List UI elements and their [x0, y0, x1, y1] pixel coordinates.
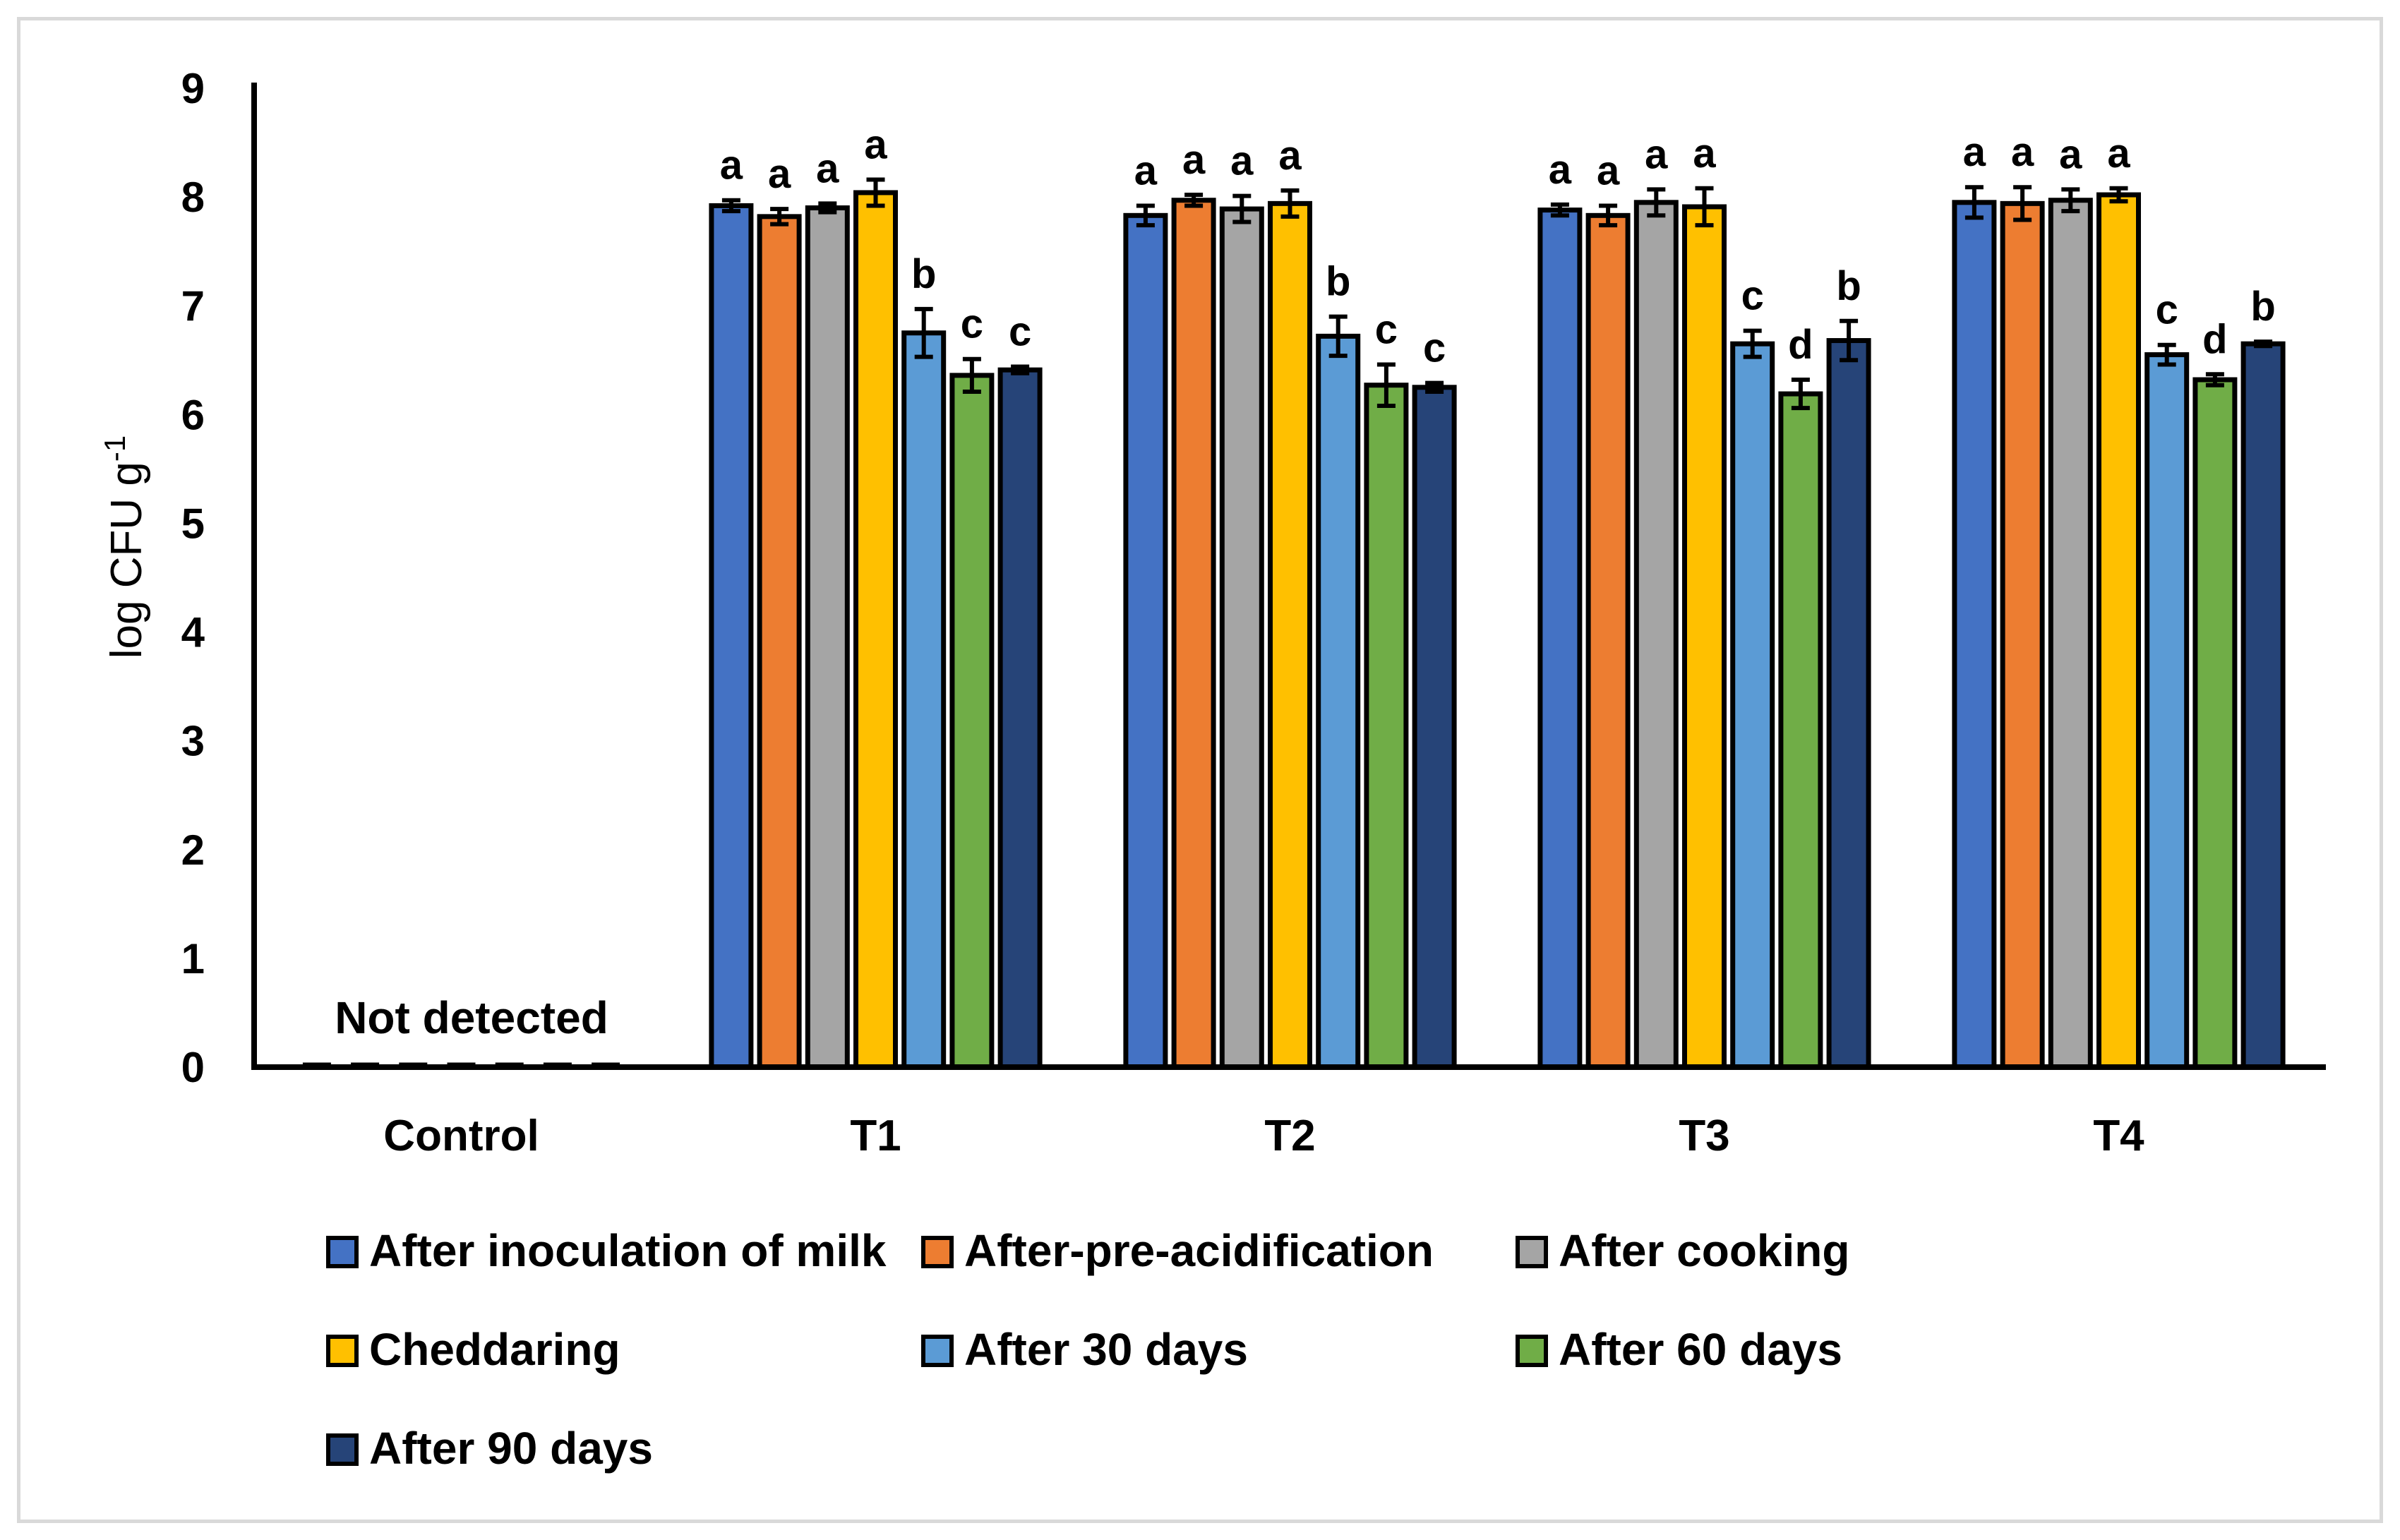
y-tick-label: 2: [181, 826, 205, 874]
legend-swatch: [1516, 1335, 1548, 1367]
significance-letter: d: [1788, 322, 1813, 368]
significance-letter: a: [2107, 131, 2130, 176]
bar: [1585, 212, 1631, 1070]
significance-letter: a: [1134, 148, 1158, 193]
y-tick-label: 3: [181, 718, 205, 765]
not-detected-annotation: Not detected: [335, 992, 608, 1043]
significance-letter: a: [1645, 131, 1668, 177]
bar: [805, 205, 850, 1070]
legend-label: Cheddaring: [369, 1324, 620, 1375]
bar: [1364, 383, 1409, 1070]
bar: [2144, 352, 2190, 1070]
legend-swatch: [326, 1335, 359, 1367]
significance-letter: b: [1326, 259, 1350, 305]
significance-letter: b: [911, 251, 936, 297]
y-tick-label: 4: [181, 609, 205, 656]
bar: [2096, 192, 2141, 1070]
bar: [901, 330, 947, 1070]
axes: [251, 83, 2326, 1070]
bar: [757, 214, 802, 1070]
significance-letter: c: [961, 301, 983, 347]
y-axis-label: log CFU g-1: [98, 435, 152, 658]
bar: [1123, 212, 1168, 1070]
bar: [853, 190, 898, 1070]
legend-label: After 90 days: [369, 1423, 653, 1474]
significance-letter: a: [1963, 129, 1986, 175]
bar: [1316, 333, 1361, 1070]
legend-swatch: [921, 1335, 954, 1367]
significance-letter: b: [1836, 263, 1861, 309]
y-tick-label: 6: [181, 391, 205, 438]
significance-letter: a: [816, 145, 839, 191]
bar: [2192, 377, 2238, 1070]
significance-letter: c: [1741, 273, 1764, 319]
bar: [2000, 200, 2045, 1070]
significance-letter: c: [1423, 325, 1446, 371]
legend-label: After 30 days: [964, 1324, 1248, 1375]
significance-letter: c: [2156, 287, 2178, 333]
significance-letter: a: [1693, 131, 1716, 176]
x-category-label: T4: [2093, 1112, 2144, 1160]
significance-letter: c: [1375, 306, 1398, 352]
significance-letter: c: [1009, 309, 1031, 355]
bar: [709, 203, 754, 1070]
legend-swatch: [1516, 1236, 1548, 1268]
y-tick-label: 1: [181, 935, 205, 982]
significance-letter: a: [720, 143, 743, 188]
significance-letter: a: [2011, 129, 2034, 175]
y-tick-label: 7: [181, 282, 205, 330]
x-axis-categories: Control T1 T2 T3 T4: [383, 1112, 2144, 1160]
y-axis-ticks: 0 1 2 3 4 5 6 7 8 9: [181, 65, 205, 1091]
significance-letter: a: [1549, 147, 1572, 193]
bar: [997, 367, 1043, 1070]
significance-letter: a: [1182, 137, 1206, 183]
bar: [2048, 198, 2093, 1070]
significance-letter: a: [1230, 138, 1254, 184]
legend-swatch: [326, 1236, 359, 1268]
bar: [1171, 198, 1216, 1070]
legend-swatch: [326, 1433, 359, 1466]
bar: [1952, 200, 1997, 1070]
bar: [949, 373, 995, 1070]
significance-letter: a: [1278, 133, 1302, 179]
significance-letter: a: [1597, 148, 1620, 193]
bar: [1633, 200, 1679, 1070]
bar: [1682, 204, 1727, 1070]
legend-label: After-pre-acidification: [964, 1225, 1434, 1276]
y-axis-label-superscript: -1: [98, 435, 131, 462]
legend: After inoculation of milk After-pre-acidi…: [326, 1225, 1849, 1474]
y-tick-label: 0: [181, 1044, 205, 1091]
significance-letter: d: [2202, 316, 2227, 362]
legend-label: After 60 days: [1559, 1324, 1842, 1375]
bar: [1412, 385, 1457, 1070]
bar: [1219, 206, 1264, 1070]
x-category-label: T3: [1679, 1112, 1729, 1160]
significance-letter: a: [2059, 131, 2082, 177]
legend-label: After inoculation of milk: [369, 1225, 887, 1276]
significance-letter: b: [2250, 284, 2275, 330]
bar: [2240, 341, 2286, 1070]
y-tick-label: 9: [181, 65, 205, 112]
x-category-label: T2: [1264, 1112, 1315, 1160]
legend-swatch: [921, 1236, 954, 1268]
legend-label: After cooking: [1559, 1225, 1849, 1276]
y-axis-label-text: log CFU g: [102, 462, 151, 658]
x-category-label: Control: [383, 1112, 539, 1160]
y-tick-label: 5: [181, 500, 205, 547]
bar: [1826, 338, 1871, 1070]
bar: [1268, 200, 1312, 1070]
bar: [1537, 207, 1583, 1070]
significance-letter: a: [768, 151, 791, 197]
x-category-label: T1: [850, 1112, 901, 1160]
y-tick-label: 8: [181, 174, 205, 221]
bar: [1778, 391, 1823, 1070]
bar: [1730, 341, 1775, 1070]
significance-letter: a: [864, 121, 887, 167]
